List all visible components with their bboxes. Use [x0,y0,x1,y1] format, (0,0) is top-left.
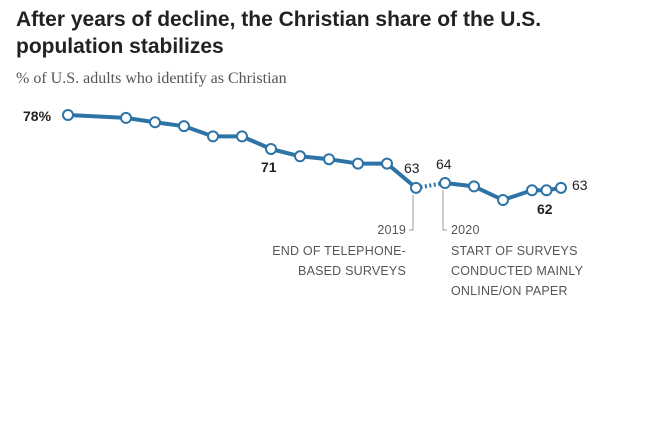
data-point-s1-11 [410,181,422,194]
annotation-2020-year: 2020 [451,223,480,237]
series-lines [67,113,562,202]
data-point-s2-2 [497,194,509,206]
data-point-s1-9 [352,157,364,170]
point-label-2019: 63 [404,160,420,176]
series-points [62,109,567,206]
chart-subtitle: % of U.S. adults who identify as Christi… [16,70,287,87]
data-point-s1-2 [149,116,161,129]
point-label-last: 63 [572,177,588,193]
chart-title-line-2: population stabilizes [16,35,224,58]
chart-title-line-1: After years of decline, the Christian sh… [16,8,542,31]
chart-title: After years of decline, the Christian sh… [16,6,636,60]
annotation-2020-line-3: ONLINE/ON PAPER [451,284,568,298]
data-point-s1-8 [323,153,335,166]
point-label-2014: 71 [261,159,277,175]
point-label-2023: 62 [537,201,553,217]
point-label-first: 78% [23,108,52,124]
data-point-s2-3 [526,184,538,197]
data-point-s2-0 [439,177,451,189]
data-point-s1-3 [178,120,190,133]
annotation-2020-line-1: START OF SURVEYS [451,244,578,258]
series-line-1 [67,113,418,190]
data-point-s1-6 [265,143,277,155]
annotation-leader-2020 [442,190,447,231]
annotation-2019-year: 2019 [377,223,406,237]
data-point-s1-10 [381,157,393,170]
annotation-2019-line-1: END OF TELEPHONE- [272,244,406,258]
data-point-s2-1 [468,180,480,193]
data-point-s1-0 [62,109,74,121]
annotation-leader-2019 [409,195,414,231]
data-point-s1-5 [236,130,248,143]
data-point-s2-5 [555,181,567,194]
data-point-s1-1 [120,111,132,124]
annotation-2020-line-2: CONDUCTED MAINLY [451,264,584,278]
data-point-s1-7 [294,150,306,163]
data-point-s2-4 [540,184,553,197]
data-point-s1-4 [207,130,219,143]
point-label-2020: 64 [436,156,452,172]
annotation-2019-line-2: BASED SURVEYS [298,264,406,278]
